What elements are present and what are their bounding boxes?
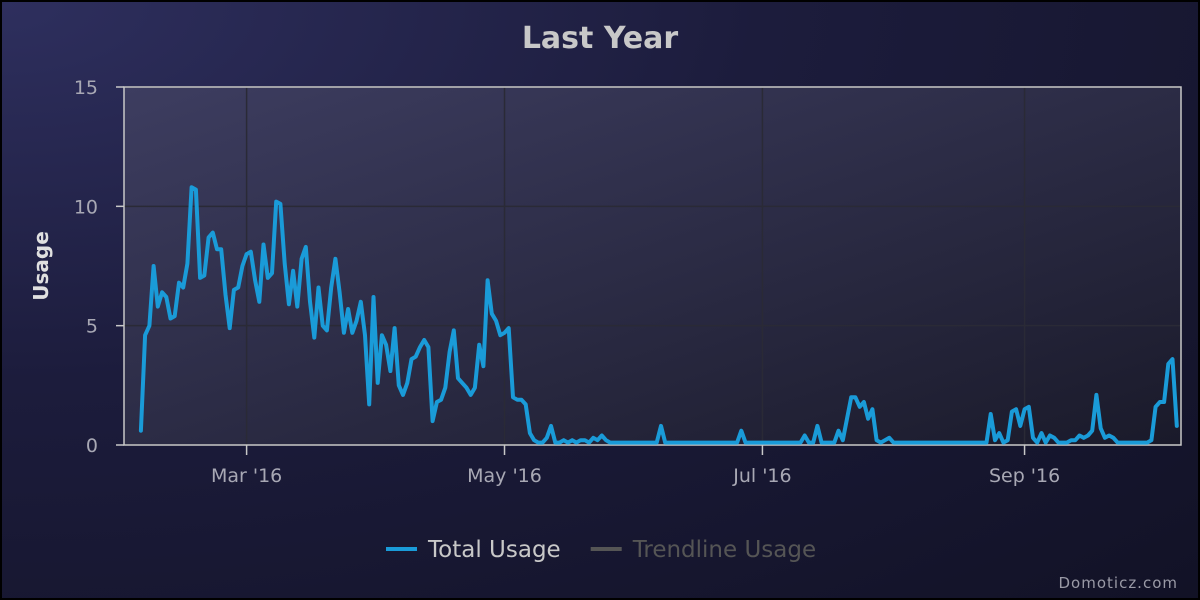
y-tick-label: 0	[86, 435, 98, 457]
x-tick-label: Sep '16	[989, 465, 1060, 487]
legend-item-total-usage[interactable]: Total Usage	[386, 537, 561, 563]
legend: Total Usage Trendline Usage	[386, 537, 816, 563]
series-line-total-usage	[138, 185, 1179, 445]
legend-item-trendline-usage[interactable]: Trendline Usage	[590, 537, 816, 563]
x-tick-label: Jul '16	[732, 465, 791, 487]
x-axis-ticks: Mar '16 May '16 Jul '16 Sep '16	[211, 445, 1060, 487]
credit-text[interactable]: Domoticz.com	[1059, 574, 1179, 592]
y-axis-ticks: 0 5 10 15	[74, 77, 124, 457]
plot-border	[123, 86, 1182, 446]
x-tick-label: May '16	[467, 465, 542, 487]
y-tick-label: 15	[74, 77, 98, 99]
legend-label: Total Usage	[427, 537, 561, 563]
x-tick-label: Mar '16	[211, 465, 282, 487]
y-tick-label: 5	[86, 316, 98, 338]
plot-area	[124, 87, 1181, 445]
legend-label: Trendline Usage	[632, 537, 816, 563]
chart-title: Last Year	[522, 21, 679, 56]
y-axis-title: Usage	[29, 231, 53, 301]
y-tick-label: 10	[74, 196, 98, 218]
